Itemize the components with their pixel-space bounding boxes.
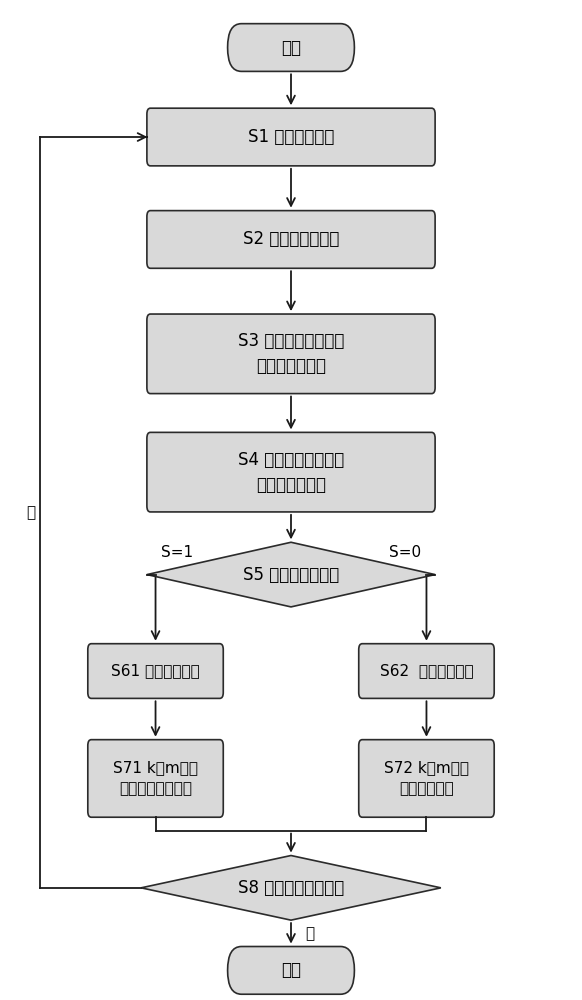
FancyBboxPatch shape [228,24,354,71]
Text: S8 是否符合终止条件: S8 是否符合终止条件 [238,879,344,897]
Text: 开始: 开始 [281,39,301,57]
Text: S2 计算轮边驱动力: S2 计算轮边驱动力 [243,230,339,248]
Text: S71 k和m辨识
（最小二乘算法）: S71 k和m辨识 （最小二乘算法） [113,760,198,796]
FancyBboxPatch shape [88,644,223,698]
FancyBboxPatch shape [147,108,435,166]
Text: 否: 否 [27,505,36,520]
Polygon shape [141,856,441,920]
FancyBboxPatch shape [147,314,435,394]
FancyBboxPatch shape [359,644,494,698]
Text: S=1: S=1 [161,545,193,560]
Text: 是: 是 [306,926,314,941]
Text: S3 计算差分量，建立
差分的辨识模型: S3 计算差分量，建立 差分的辨识模型 [238,332,344,375]
FancyBboxPatch shape [147,211,435,268]
Text: S=0: S=0 [389,545,421,560]
FancyBboxPatch shape [88,740,223,817]
Text: S5 判别数据有效性: S5 判别数据有效性 [243,566,339,584]
Polygon shape [147,542,435,607]
Text: S61 遗忘因子计算: S61 遗忘因子计算 [111,664,200,679]
Text: S72 k和m辨识
（保持算法）: S72 k和m辨识 （保持算法） [384,760,469,796]
FancyBboxPatch shape [359,740,494,817]
Text: S1 采集行车数据: S1 采集行车数据 [248,128,334,146]
FancyBboxPatch shape [147,432,435,512]
Text: S4 构造最小二乘算法
观测量和输出量: S4 构造最小二乘算法 观测量和输出量 [238,451,344,494]
Text: S62  遗忘因子计算: S62 遗忘因子计算 [379,664,473,679]
Text: 结束: 结束 [281,961,301,979]
FancyBboxPatch shape [228,947,354,994]
